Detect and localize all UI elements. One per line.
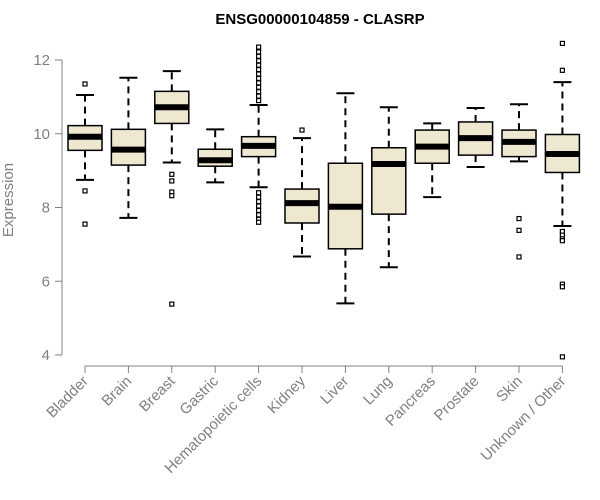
x-tick-label: Kidney <box>264 372 309 417</box>
x-tick-label: Liver <box>317 373 352 408</box>
outlier-point <box>299 127 305 133</box>
y-axis: 4 6 8 10 12 <box>33 52 63 364</box>
outlier-point <box>169 171 175 177</box>
outlier-point <box>559 354 566 360</box>
outlier-point <box>256 190 262 196</box>
box-gastric <box>197 128 233 184</box>
outlier-point <box>516 215 522 222</box>
x-tick-label: Prostate <box>431 373 483 425</box>
y-tick-label: 6 <box>42 273 50 290</box>
outlier-point <box>256 53 262 59</box>
outlier-point <box>256 44 262 50</box>
outlier-point <box>256 75 262 82</box>
outlier-point <box>256 203 262 209</box>
chart-title: ENSG00000104859 - CLASRP <box>215 11 424 28</box>
outlier-point <box>256 93 262 99</box>
y-tick-label: 4 <box>42 347 50 364</box>
outlier-point <box>256 219 262 225</box>
outlier-point <box>256 71 262 77</box>
outlier-point <box>559 284 566 290</box>
outlier-point <box>256 49 262 55</box>
outlier-point <box>516 227 522 233</box>
outlier-point <box>559 67 566 73</box>
box-liver <box>327 92 364 305</box>
box-breast <box>154 70 190 307</box>
outlier-point <box>169 193 175 199</box>
outlier-point <box>169 301 175 307</box>
box-prostate <box>457 106 494 168</box>
outlier-point <box>256 207 262 214</box>
outlier-point <box>256 84 262 90</box>
outlier-point <box>169 178 175 184</box>
x-tick-label: Breast <box>136 372 179 415</box>
y-axis-title: Expression <box>0 163 17 237</box>
y-tick-label: 10 <box>33 126 50 143</box>
box-group <box>67 40 581 360</box>
box-pancreas <box>414 122 450 199</box>
outlier-point <box>256 199 262 205</box>
x-tick-label: Brain <box>98 373 135 410</box>
outlier-point <box>559 238 566 244</box>
outlier-point <box>82 188 88 194</box>
outlier-point <box>256 62 262 68</box>
outlier-point <box>256 89 262 95</box>
x-tick-label: Skin <box>493 373 526 406</box>
outlier-point <box>256 97 262 104</box>
box-kidney <box>284 127 320 258</box>
outlier-point <box>256 58 262 64</box>
box-hematopoietic-cells <box>240 44 277 225</box>
y-tick-label: 8 <box>42 200 50 217</box>
iqr-box <box>371 147 407 215</box>
box-brain <box>110 76 147 219</box>
y-tick-label: 12 <box>33 52 50 69</box>
box-unknown-other <box>544 40 581 360</box>
outlier-point <box>256 66 262 73</box>
box-skin <box>501 103 537 260</box>
outlier-point <box>82 81 88 87</box>
outlier-point <box>256 212 262 218</box>
box-bladder <box>67 81 103 227</box>
box-lung <box>371 106 407 269</box>
outlier-point <box>559 40 566 47</box>
outlier-point <box>516 254 522 260</box>
outlier-point <box>256 194 262 200</box>
outlier-point <box>82 221 88 227</box>
x-tick-label: Bladder <box>43 373 92 422</box>
outlier-point <box>256 80 262 86</box>
x-tick-label: Lung <box>360 373 396 409</box>
